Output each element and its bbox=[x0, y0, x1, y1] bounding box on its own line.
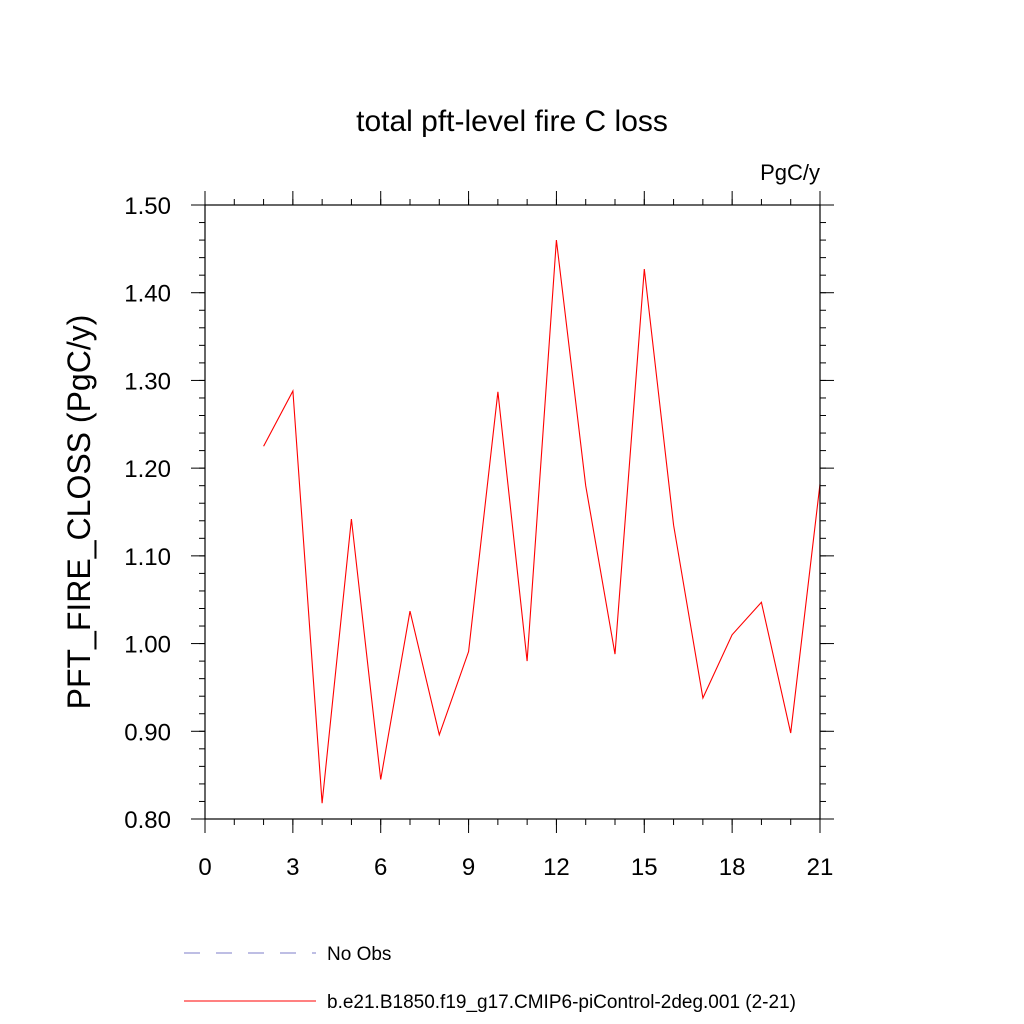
y-tick-label: 1.40 bbox=[124, 281, 171, 308]
legend-label-model: b.e21.B1850.f19_g17.CMIP6-piControl-2deg… bbox=[327, 992, 796, 1013]
series-layer bbox=[263, 240, 821, 804]
x-tick-label: 0 bbox=[198, 854, 211, 881]
y-tick-label: 0.90 bbox=[124, 719, 171, 746]
legend-label-no-obs: No Obs bbox=[327, 944, 391, 965]
y-tick-labels: 0.80 0.90 1.00 1.10 1.20 1.30 1.40 1.50 bbox=[124, 193, 171, 834]
x-tick-labels: 0 3 6 9 12 15 18 21 bbox=[198, 854, 833, 881]
minor-ticks bbox=[199, 199, 826, 825]
y-tick-label: 1.50 bbox=[124, 193, 171, 220]
y-tick-label: 1.00 bbox=[124, 632, 171, 659]
legend: No Obs b.e21.B1850.f19_g17.CMIP6-piContr… bbox=[184, 944, 796, 1013]
plot-frame bbox=[204, 204, 821, 820]
chart-title: total pft-level fire C loss bbox=[356, 105, 668, 138]
y-tick-label: 1.30 bbox=[124, 368, 171, 395]
y-tick-label: 1.20 bbox=[124, 456, 171, 483]
y-axis-label: PFT_FIRE_CLOSS (PgC/y) bbox=[61, 315, 97, 710]
x-tick-label: 18 bbox=[719, 854, 746, 881]
y-tick-label: 0.80 bbox=[124, 807, 171, 834]
series-line-0 bbox=[263, 240, 821, 804]
y-tick-label: 1.10 bbox=[124, 544, 171, 571]
x-tick-label: 9 bbox=[462, 854, 475, 881]
x-tick-label: 15 bbox=[631, 854, 658, 881]
x-tick-label: 21 bbox=[807, 854, 834, 881]
x-tick-label: 6 bbox=[374, 854, 387, 881]
major-ticks bbox=[191, 191, 834, 833]
units-label: PgC/y bbox=[760, 160, 820, 185]
x-tick-label: 12 bbox=[543, 854, 570, 881]
x-tick-label: 3 bbox=[286, 854, 299, 881]
